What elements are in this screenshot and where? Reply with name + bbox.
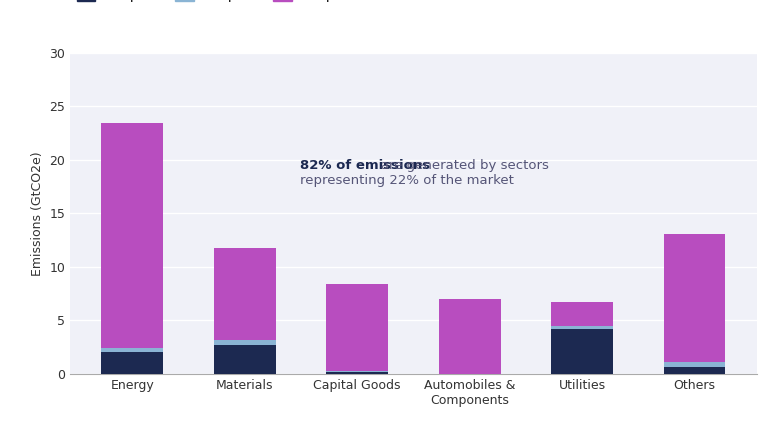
Bar <box>326 284 388 371</box>
Bar <box>664 367 725 374</box>
Bar <box>326 371 388 372</box>
Text: are generated by sectors
representing 22% of the market: are generated by sectors representing 22… <box>300 159 549 187</box>
Bar <box>664 234 725 362</box>
Legend: Scope 1, Scope 2, Scope 3: Scope 1, Scope 2, Scope 3 <box>76 0 356 2</box>
Bar <box>101 124 163 348</box>
Bar <box>664 362 725 367</box>
Bar <box>101 348 163 352</box>
Y-axis label: Emissions (GtCO2e): Emissions (GtCO2e) <box>31 151 44 276</box>
Bar <box>551 326 613 329</box>
Bar <box>326 372 388 374</box>
Bar <box>214 340 275 345</box>
Bar <box>101 352 163 374</box>
Bar <box>551 329 613 374</box>
Bar <box>214 248 275 340</box>
Bar <box>551 302 613 326</box>
Bar <box>438 299 501 374</box>
Bar <box>214 345 275 374</box>
Text: 82% of emissions: 82% of emissions <box>300 159 431 172</box>
